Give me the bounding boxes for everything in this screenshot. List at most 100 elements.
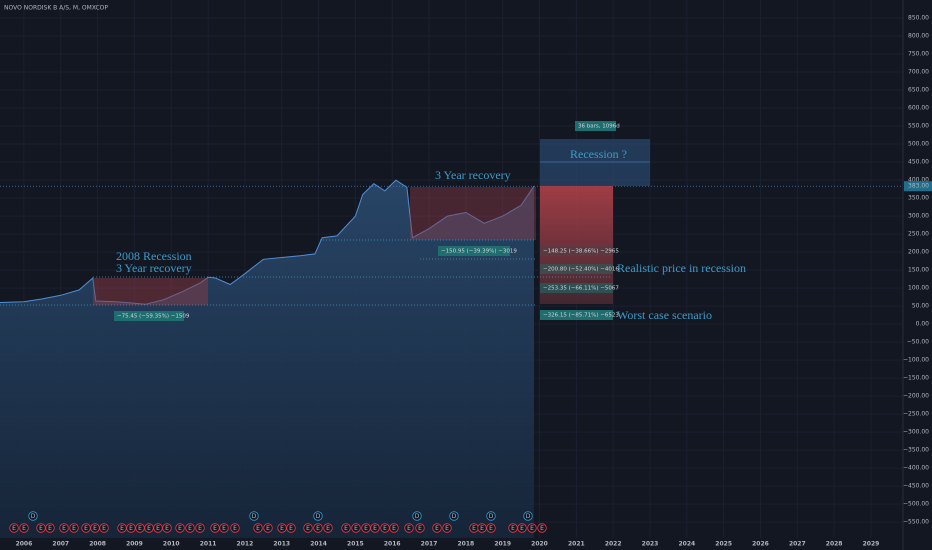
x-tick-label: 2012: [237, 541, 254, 548]
event-marker: [195, 523, 205, 533]
y-tick-label: 400.00: [908, 177, 929, 184]
last-price-tag: [904, 181, 932, 192]
event-marker: [412, 511, 422, 521]
event-label: E: [12, 525, 16, 532]
annotation: Realistic price in recession: [617, 261, 746, 275]
y-tick-label: 250.00: [908, 231, 929, 238]
y-tick-label: 150.00: [908, 267, 929, 274]
event-marker: [69, 523, 79, 533]
y-tick-label: −550.00: [903, 519, 929, 526]
measure-tag: [438, 246, 510, 256]
event-label: E: [84, 525, 88, 532]
event-label: D: [526, 513, 531, 520]
event-marker: [117, 523, 127, 533]
event-marker: [81, 523, 91, 533]
event-label: E: [22, 525, 26, 532]
event-label: E: [129, 525, 133, 532]
event-label: E: [233, 525, 237, 532]
event-marker: [508, 523, 518, 533]
event-label: E: [280, 525, 284, 532]
y-tick-label: −450.00: [903, 483, 929, 490]
measure-label: −75.45 (−59.35%) −1509: [117, 314, 190, 320]
event-label: E: [520, 525, 524, 532]
measure-label: −150.95 (−39.39%) −3019: [441, 249, 517, 255]
recession-box: [540, 139, 650, 186]
x-tick-label: 2016: [384, 541, 401, 548]
measure-tag: [114, 311, 184, 321]
y-tick-label: 750.00: [908, 51, 929, 58]
y-tick-label: 550.00: [908, 123, 929, 130]
event-label: E: [364, 525, 368, 532]
event-label: D: [31, 513, 36, 520]
event-label: E: [383, 525, 387, 532]
chart-title: NOVO NORDISK B A/S, M, OMXCOP: [4, 5, 108, 12]
x-tick-label: 2009: [126, 541, 143, 548]
x-tick-label: 2022: [605, 541, 622, 548]
x-tick-label: 2021: [568, 541, 585, 548]
event-label: E: [418, 525, 422, 532]
event-label: D: [316, 513, 321, 520]
x-tick-label: 2010: [163, 541, 180, 548]
event-marker: [323, 523, 333, 533]
event-label: E: [489, 525, 493, 532]
measure-label: −148.25 (−38.66%) −2965: [543, 249, 619, 255]
event-label: E: [147, 525, 151, 532]
measure-label: 36 bars, 1096d: [578, 124, 620, 130]
event-marker: [99, 523, 109, 533]
y-tick-label: 500.00: [908, 141, 929, 148]
event-label: D: [452, 513, 457, 520]
event-label: E: [102, 525, 106, 532]
x-tick-label: 2018: [458, 541, 475, 548]
event-marker: [286, 523, 296, 533]
event-marker: [303, 523, 313, 533]
event-label: E: [540, 525, 544, 532]
y-tick-label: 350.00: [908, 195, 929, 202]
event-label: E: [435, 525, 439, 532]
event-label: E: [72, 525, 76, 532]
event-label: E: [138, 525, 142, 532]
event-label: E: [156, 525, 160, 532]
y-tick-label: −500.00: [903, 501, 929, 508]
y-tick-label: 700.00: [908, 69, 929, 76]
x-tick-label: 2029: [863, 541, 880, 548]
event-label: D: [252, 513, 257, 520]
event-marker: [219, 523, 229, 533]
y-tick-label: 650.00: [908, 87, 929, 94]
y-tick-label: −300.00: [903, 429, 929, 436]
x-tick-label: 2006: [16, 541, 33, 548]
measure-label: −253.35 (−66.11%) −5067: [543, 286, 619, 292]
event-label: E: [198, 525, 202, 532]
event-label: E: [306, 525, 310, 532]
measure-tag: [540, 246, 613, 256]
event-label: E: [445, 525, 449, 532]
y-tick-label: −150.00: [903, 375, 929, 382]
x-tick-label: 2013: [273, 541, 290, 548]
measure-label: −200.80 (−52.40%) −4016: [543, 267, 619, 273]
recovery-box: [93, 278, 208, 305]
event-marker: [432, 523, 442, 533]
event-marker: [313, 511, 323, 521]
event-label: E: [165, 525, 169, 532]
event-label: E: [407, 525, 411, 532]
event-marker: [351, 523, 361, 533]
y-tick-label: 450.00: [908, 159, 929, 166]
event-label: E: [266, 525, 270, 532]
event-marker: [230, 523, 240, 533]
event-marker: [263, 523, 273, 533]
y-tick-label: 200.00: [908, 249, 929, 256]
x-tick-label: 2024: [678, 541, 695, 548]
x-tick-label: 2020: [531, 541, 548, 548]
event-marker: [486, 523, 496, 533]
x-tick-label: 2011: [200, 541, 217, 548]
event-marker: [442, 523, 452, 533]
event-label: E: [39, 525, 43, 532]
x-tick-label: 2007: [52, 541, 69, 548]
event-marker: [45, 523, 55, 533]
x-tick-label: 2014: [310, 541, 327, 548]
event-marker: [486, 511, 496, 521]
event-marker: [389, 523, 399, 533]
measure-tag: [540, 283, 613, 293]
event-marker: [341, 523, 351, 533]
event-marker: [415, 523, 425, 533]
